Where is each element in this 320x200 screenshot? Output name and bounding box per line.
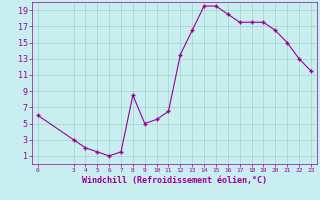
X-axis label: Windchill (Refroidissement éolien,°C): Windchill (Refroidissement éolien,°C) <box>82 176 267 185</box>
